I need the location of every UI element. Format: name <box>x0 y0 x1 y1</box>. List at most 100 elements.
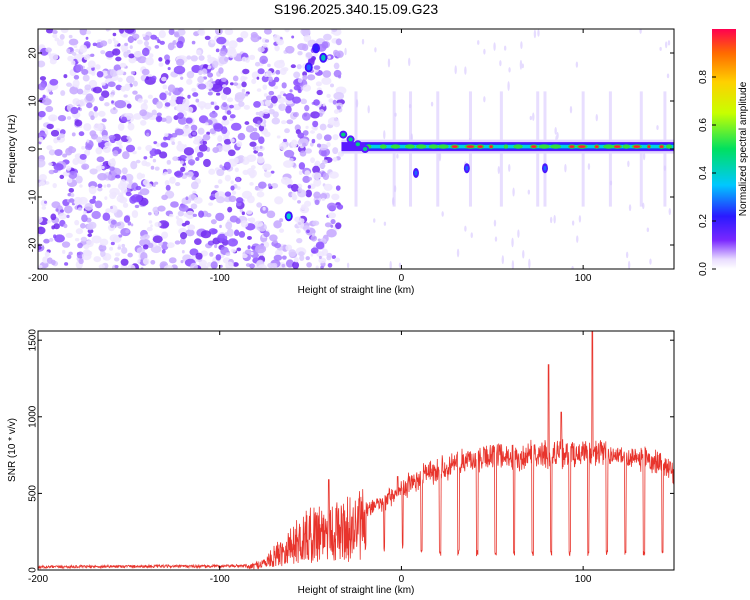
faint-dot <box>527 189 531 195</box>
noise-blob <box>263 73 269 78</box>
noise-blob <box>258 181 267 189</box>
noise-blob <box>127 122 135 131</box>
faint-dot <box>493 219 497 227</box>
noise-blob <box>210 39 216 44</box>
faint-dot <box>578 215 582 223</box>
noise-blob <box>190 203 198 210</box>
noise-blob <box>244 249 252 256</box>
noise-blob <box>228 40 238 49</box>
noise-blob <box>253 101 261 108</box>
signal-band-segment <box>550 144 562 149</box>
noise-blob <box>112 32 117 37</box>
noise-blob <box>246 154 257 163</box>
noise-blob <box>64 205 73 214</box>
signal-band-peak <box>594 145 599 149</box>
colorbar-ticks: 0.0 0.2 0.4 0.6 0.8 <box>698 70 716 276</box>
faint-dot <box>668 208 671 216</box>
noise-blob <box>174 128 185 136</box>
noise-blob <box>110 205 113 210</box>
noise-blob <box>264 99 271 107</box>
noise-blob <box>224 191 232 197</box>
faint-dot <box>483 96 486 103</box>
noise-blob <box>124 29 135 34</box>
noise-blob <box>173 65 186 75</box>
noise-blob <box>258 125 265 132</box>
noise-blob <box>230 248 237 253</box>
noise-blob <box>197 127 205 135</box>
noise-blob <box>242 169 249 176</box>
noise-blob <box>331 193 340 201</box>
noise-blob <box>180 232 188 240</box>
noise-blob <box>222 102 228 108</box>
noise-blob <box>293 111 299 118</box>
noise-blob <box>323 33 332 41</box>
noise-blob <box>281 82 287 89</box>
noise-blob <box>215 254 222 261</box>
noise-blob <box>68 171 78 180</box>
y-tick-label: 1500 <box>28 329 39 352</box>
noise-blob <box>331 255 337 259</box>
noise-blob <box>222 115 228 121</box>
noise-blob <box>48 169 55 175</box>
noise-blob <box>245 125 255 133</box>
noise-blob <box>313 191 321 199</box>
y-tick-label: 500 <box>28 485 39 502</box>
noise-blob <box>100 50 106 55</box>
noise-blob <box>139 235 146 241</box>
noise-blob <box>160 117 167 123</box>
noise-blob <box>96 70 104 78</box>
noise-blob <box>299 254 305 261</box>
noise-blob <box>222 143 232 152</box>
noise-blob <box>108 134 116 141</box>
faint-dot <box>503 45 507 51</box>
noise-blob <box>183 147 195 156</box>
signal-band-peak <box>569 145 575 149</box>
noise-blob <box>206 262 212 267</box>
spectrogram-y-label: Frequency (Hz) <box>7 115 18 184</box>
faint-dot <box>639 29 642 34</box>
faint-dot <box>511 260 515 269</box>
faint-dot <box>497 165 501 175</box>
noise-blob <box>112 37 116 42</box>
noise-blob <box>48 91 54 95</box>
faint-dot <box>532 112 535 121</box>
noise-blob <box>184 102 190 108</box>
noise-blob <box>170 201 179 208</box>
noise-blob <box>256 88 262 92</box>
noise-blob <box>178 204 189 212</box>
noise-blob <box>137 259 141 263</box>
noise-blob <box>68 38 79 46</box>
noise-blob <box>85 36 89 40</box>
faint-dot <box>508 163 511 172</box>
noise-blob <box>68 34 73 39</box>
noise-blob <box>300 29 311 36</box>
snr-y-label: SNR (10 * v/v) <box>7 418 18 482</box>
noise-blob <box>332 147 339 155</box>
snr-x-ticks: -200 -100 0 100 <box>28 331 592 585</box>
noise-blob <box>99 96 105 102</box>
noise-blob <box>98 244 107 252</box>
noise-blob <box>153 141 158 145</box>
noise-blob <box>86 223 94 231</box>
faint-dot <box>625 251 629 259</box>
signal-band-segment <box>428 144 439 149</box>
noise-blob <box>311 138 316 144</box>
noise-blob <box>174 240 181 245</box>
noise-blob <box>223 138 232 145</box>
noise-blob <box>250 251 254 256</box>
noise-blob <box>166 159 172 165</box>
x-tick-label: -200 <box>28 273 48 284</box>
faint-dot <box>517 229 520 238</box>
noise-blob <box>264 39 270 43</box>
noise-blob <box>256 202 263 208</box>
noise-blob <box>215 212 225 222</box>
noise-blob <box>100 250 106 258</box>
noise-blob <box>75 48 80 53</box>
noise-blob <box>252 146 257 150</box>
noise-blob <box>306 229 310 234</box>
noise-blob <box>157 220 170 229</box>
x-tick-label: -100 <box>210 273 230 284</box>
noise-blob <box>330 224 334 228</box>
noise-blob <box>311 172 322 180</box>
